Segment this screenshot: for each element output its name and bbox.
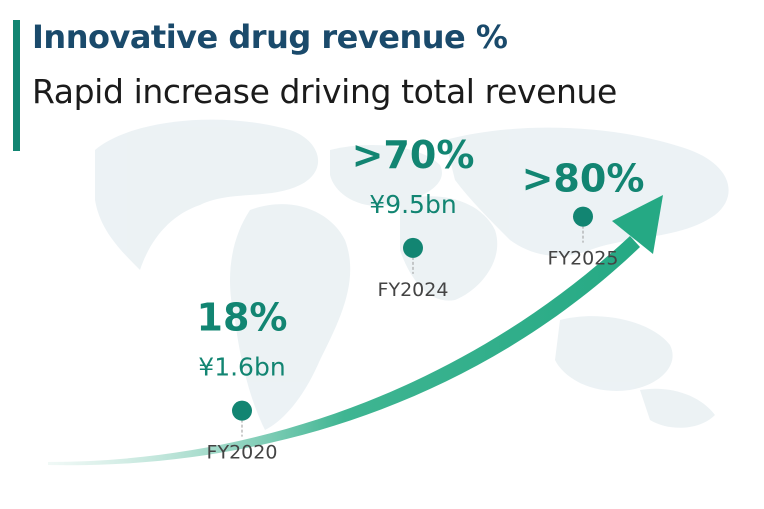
x-tick-label: FY2025 xyxy=(548,248,619,270)
growth-arrow xyxy=(48,195,663,466)
page-subtitle: Rapid increase driving total revenue xyxy=(32,72,617,111)
growth-arrow-body xyxy=(48,236,640,466)
data-label-value: >70% xyxy=(352,133,475,177)
x-tick-label: FY2024 xyxy=(378,279,449,301)
data-point-marker xyxy=(232,400,252,421)
x-tick-label: FY2020 xyxy=(207,442,278,464)
data-label-value: >80% xyxy=(522,157,645,201)
header-accent-bar xyxy=(13,20,20,151)
data-label-revenue: ¥1.6bn xyxy=(198,353,285,382)
page-title: Innovative drug revenue % xyxy=(32,18,508,56)
data-label-revenue: ¥9.5bn xyxy=(369,190,456,219)
growth-arrow-head xyxy=(612,195,663,254)
data-point-marker xyxy=(573,206,593,227)
data-point-group: FY2024 >70% ¥9.5bn xyxy=(352,133,475,301)
data-label-value: 18% xyxy=(197,296,288,340)
data-point-group: FY2020 18% ¥1.6bn xyxy=(197,296,288,464)
data-point-marker xyxy=(403,237,423,258)
data-point-group: FY2025 >80% xyxy=(522,157,645,270)
world-map-background xyxy=(95,119,729,430)
data-points: FY2020 18% ¥1.6bn FY2024 >70% ¥9.5bn FY2025 >80… xyxy=(197,133,645,464)
